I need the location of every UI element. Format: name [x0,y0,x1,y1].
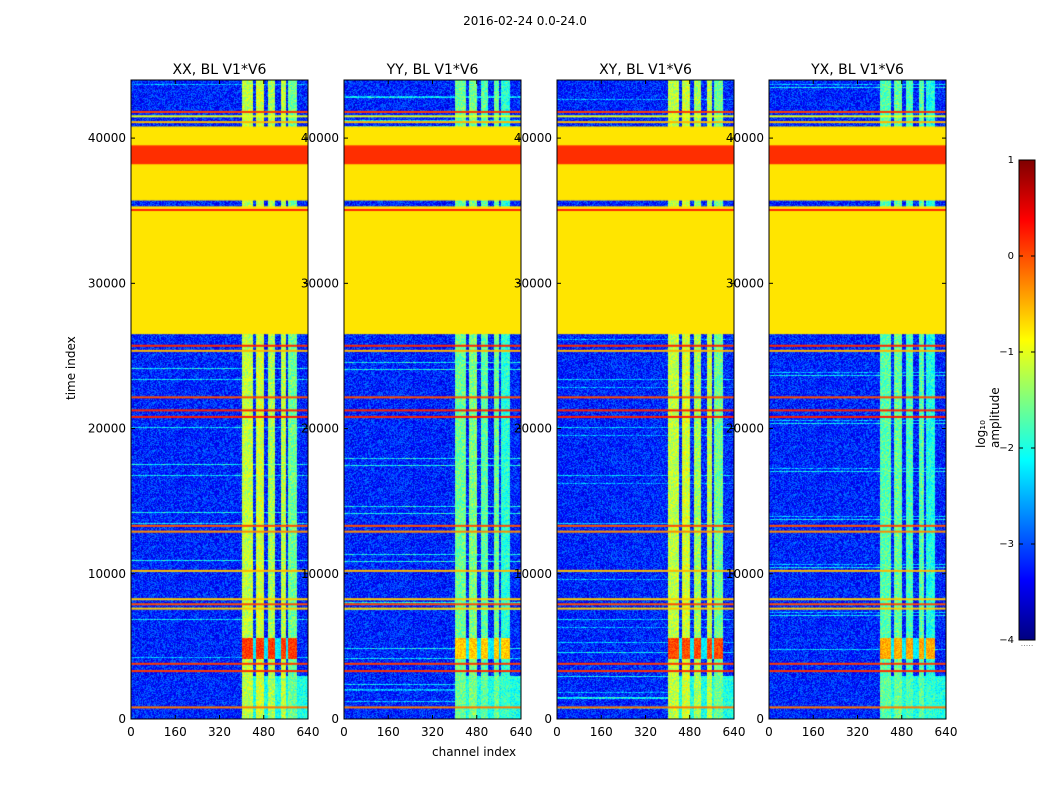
y-tick-label: 30000 [514,276,552,290]
panel-title: YY, BL V1*V6 [386,62,479,78]
x-tick-label: 0 [340,725,348,739]
panel-4: YX, BL V1*V6 0 160 320 480 640 0 10000 20000 3000… [726,62,958,739]
colorbar-extend-marker: ..... [1021,639,1034,648]
colorbar: 1 0 −1 −2 −3 −4..... [999,155,1036,648]
colorbar-tick-label: −2 [999,443,1014,454]
y-tick-label: 30000 [726,276,764,290]
y-tick-label: 20000 [301,422,339,436]
y-tick-label: 20000 [726,422,764,436]
x-tick-label: 0 [553,725,561,739]
panel-title: YX, BL V1*V6 [810,62,904,78]
y-tick-label: 40000 [726,131,764,145]
panel-title: XX, BL V1*V6 [173,62,267,78]
x-tick-label: 480 [465,725,488,739]
panel-2: YY, BL V1*V6 0 160 320 480 640 0 10000 20000 3000… [301,62,533,739]
y-tick-label: 30000 [88,276,126,290]
y-tick-label: 10000 [726,567,764,581]
colorbar-tick-label: −1 [999,347,1014,358]
y-tick-label: 0 [756,712,764,726]
heatmap-image [557,80,734,719]
figure-suptitle: 2016-02-24 0.0-24.0 [463,14,587,28]
panel-title: XY, BL V1*V6 [599,62,692,78]
x-tick-label: 160 [377,725,400,739]
x-tick-label: 160 [802,725,825,739]
x-tick-label: 0 [765,725,773,739]
y-tick-label: 0 [331,712,339,726]
y-tick-label: 40000 [301,131,339,145]
x-tick-label: 160 [590,725,613,739]
y-tick-label: 20000 [88,422,126,436]
x-tick-label: 320 [634,725,657,739]
x-axis-label: channel index [432,745,517,759]
colorbar-label: log₁₀ amplitude [974,387,1002,448]
x-tick-label: 480 [678,725,701,739]
colorbar-tick-label: 0 [1008,251,1014,262]
y-tick-label: 0 [118,712,126,726]
y-tick-label: 10000 [514,567,552,581]
panel-3: XY, BL V1*V6 0 160 320 480 640 0 10000 20000 3000… [514,62,746,739]
heatmap-image [769,80,946,719]
y-tick-label: 40000 [88,131,126,145]
x-tick-label: 160 [164,725,187,739]
x-tick-label: 640 [297,725,320,739]
colorbar-tick-label: −4 [999,635,1014,646]
y-tick-label: 30000 [301,276,339,290]
x-tick-label: 320 [421,725,444,739]
x-tick-label: 0 [127,725,135,739]
y-tick-label: 0 [544,712,552,726]
colorbar-tick-label: 1 [1008,155,1014,166]
y-tick-label: 10000 [88,567,126,581]
x-tick-label: 480 [252,725,275,739]
x-tick-label: 640 [723,725,746,739]
x-tick-label: 640 [935,725,958,739]
y-axis-label: time index [64,336,78,400]
colorbar-gradient [1018,159,1036,641]
x-tick-label: 640 [510,725,533,739]
heatmap-image [344,80,521,719]
x-tick-label: 320 [208,725,231,739]
y-tick-label: 40000 [514,131,552,145]
colorbar-tick-label: −3 [999,539,1014,550]
heatmap-image [131,80,308,719]
x-tick-label: 320 [846,725,869,739]
y-tick-label: 10000 [301,567,339,581]
y-tick-label: 20000 [514,422,552,436]
x-tick-label: 480 [890,725,913,739]
panel-1: XX, BL V1*V6 0 160 320 480 640 0 10000 20000 3000… [88,62,320,739]
